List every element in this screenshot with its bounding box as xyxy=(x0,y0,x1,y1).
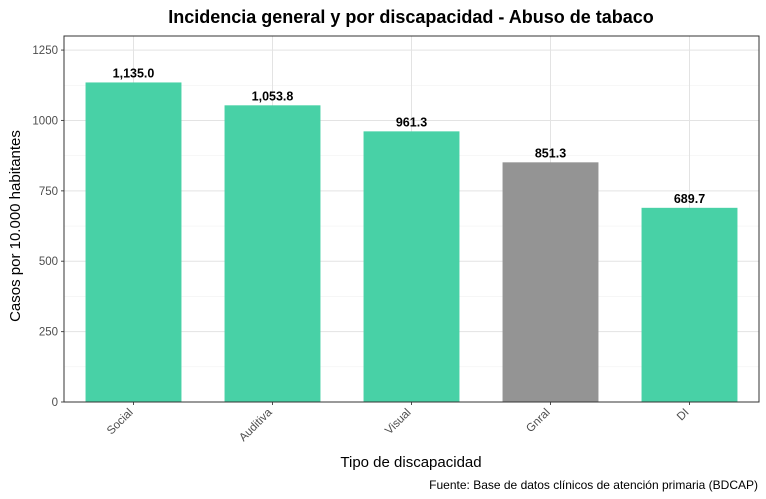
y-axis-ticks: 0 250 500 750 1000 1250 xyxy=(32,45,64,409)
y-tick-label: 1000 xyxy=(32,115,58,127)
data-label: 851.3 xyxy=(535,146,566,160)
bar-auditiva xyxy=(224,105,321,403)
x-tick-label: Gnral xyxy=(524,407,552,435)
data-label: 1,053.8 xyxy=(252,89,294,103)
data-label: 689.7 xyxy=(674,192,705,206)
x-tick-label: Social xyxy=(105,407,136,438)
data-label: 961.3 xyxy=(396,115,427,129)
bar-di xyxy=(641,207,738,402)
x-tick-label: DI xyxy=(675,407,692,424)
x-axis-title: Tipo de discapacidad xyxy=(340,454,481,471)
y-tick-label: 750 xyxy=(39,186,58,198)
data-label: 1,135.0 xyxy=(113,66,155,80)
x-axis-ticks: Social Auditiva Visual Gnral DI xyxy=(105,402,692,444)
bars xyxy=(85,82,738,403)
bar-social xyxy=(85,82,182,402)
y-axis-title: Casos por 10.000 habitantes xyxy=(7,130,24,322)
bar-visual xyxy=(363,131,460,403)
panel-border xyxy=(63,35,760,403)
y-tick-label: 0 xyxy=(52,397,58,409)
chart-caption: Fuente: Base de datos clínicos de atenci… xyxy=(429,478,758,492)
y-tick-label: 500 xyxy=(39,256,58,268)
x-tick-label: Auditiva xyxy=(237,406,275,444)
data-labels: 1,135.0 1,053.8 961.3 851.3 689.7 xyxy=(113,66,706,205)
y-tick-label: 250 xyxy=(39,327,58,339)
y-tick-label: 1250 xyxy=(32,45,58,57)
bar-gnral xyxy=(502,162,599,402)
chart-title: Incidencia general y por discapacidad - … xyxy=(168,7,653,27)
x-tick-label: Visual xyxy=(383,407,413,437)
